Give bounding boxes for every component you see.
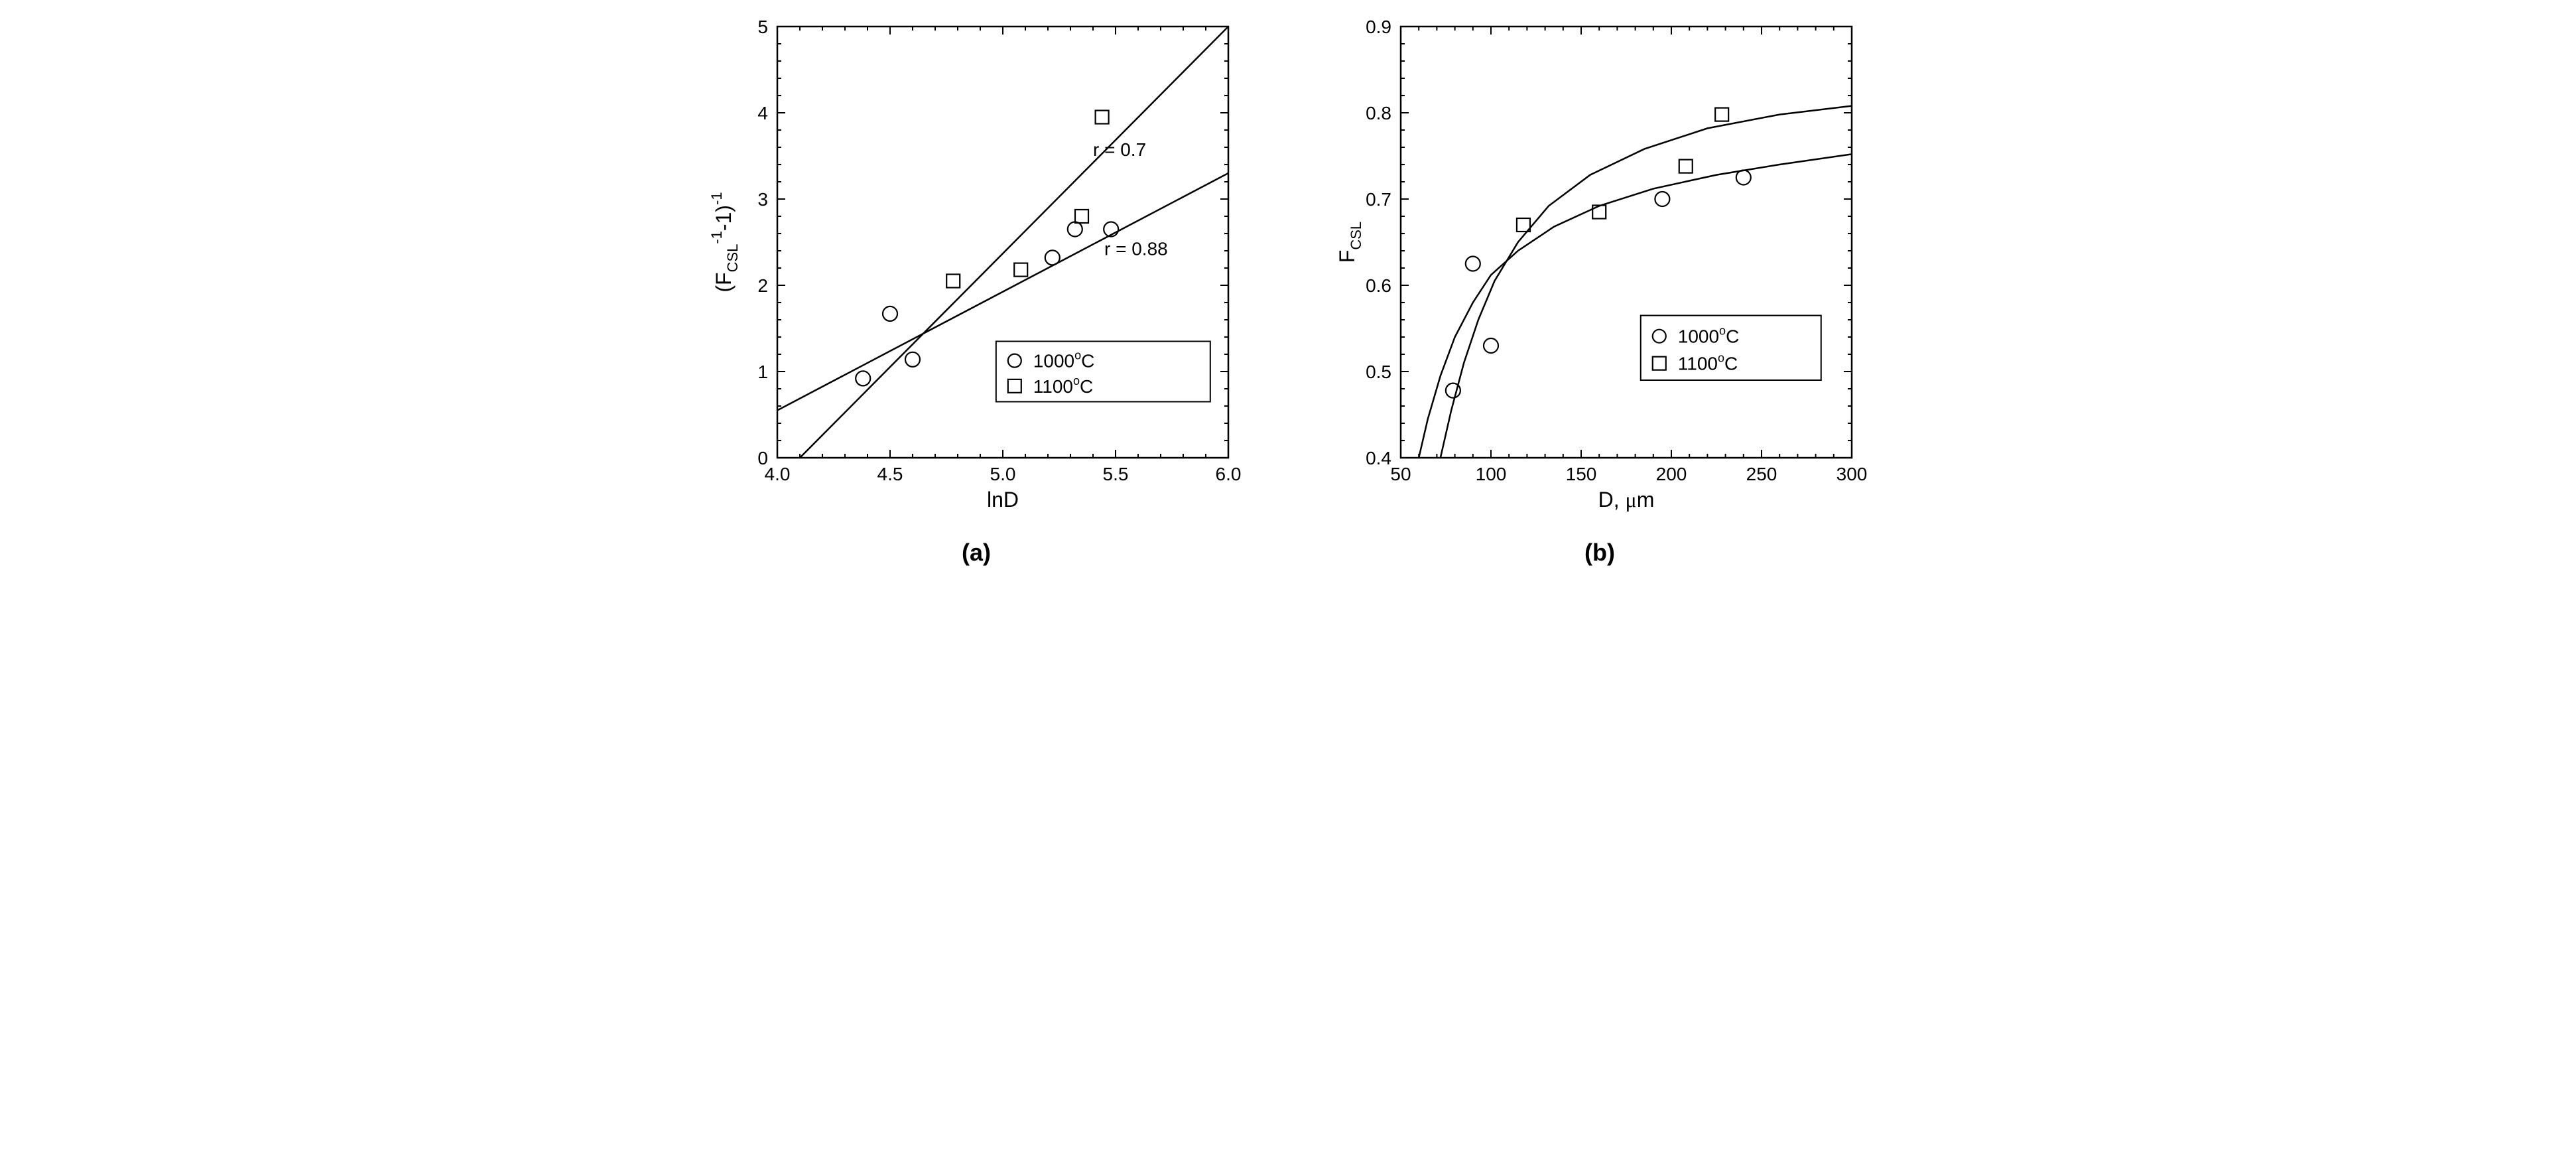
xtick-label: 4.5: [877, 464, 903, 484]
xtick-label: 300: [1836, 464, 1868, 484]
square-marker: [1715, 108, 1728, 121]
xtick-label: 6.0: [1216, 464, 1242, 484]
xtick-label: 100: [1476, 464, 1507, 484]
panel-b-label: (b): [1584, 539, 1615, 567]
xlabel: D, μm: [1598, 488, 1655, 512]
xtick-label: 250: [1746, 464, 1777, 484]
panel-a-label: (a): [962, 539, 991, 567]
ytick-label: 2: [757, 275, 768, 296]
square-marker: [946, 275, 960, 288]
panel-b: 50 100 150 200 250 300 0.4 0.5 0.6 0.7 0.8 0.9 D, μm…: [1328, 13, 1872, 567]
xlabel: lnD: [987, 488, 1019, 512]
xtick-label: 4.0: [765, 464, 791, 484]
legend-label: 1100oC: [1678, 352, 1738, 374]
legend-circle-icon: [1008, 354, 1021, 368]
legend-label: 1000oC: [1033, 349, 1095, 372]
fit-label: r = 0.7: [1093, 139, 1146, 160]
ytick-label: 0.9: [1366, 17, 1391, 37]
xtick-label: 5.0: [990, 464, 1016, 484]
chart-a: 4.0 4.5 5.0 5.5 6.0 0 1 2 3 4 5 lnD (FCSL-1-1)-1 r = …: [704, 13, 1248, 531]
circle-marker: [1655, 192, 1669, 206]
xtick-label: 50: [1390, 464, 1411, 484]
ytick-label: 0: [757, 448, 768, 468]
ytick-label: 0.8: [1366, 103, 1391, 123]
circle-marker: [1068, 222, 1082, 237]
figure-container: 4.0 4.5 5.0 5.5 6.0 0 1 2 3 4 5 lnD (FCSL-1-1)-1 r = …: [13, 13, 2563, 567]
ytick-label: 0.5: [1366, 362, 1391, 382]
ytick-label: 1: [757, 362, 768, 382]
circle-marker: [1466, 257, 1480, 271]
square-marker: [1014, 263, 1027, 277]
ytick-label: 0.6: [1366, 275, 1391, 296]
xtick-label: 150: [1566, 464, 1597, 484]
legend-square-icon: [1653, 357, 1666, 370]
square-marker: [1096, 111, 1109, 124]
circle-marker: [905, 352, 920, 367]
circle-marker: [1484, 338, 1498, 353]
fit-label: r = 0.88: [1104, 239, 1168, 259]
ylabel: (FCSL-1-1)-1: [708, 192, 741, 292]
legend-circle-icon: [1653, 330, 1666, 343]
ytick-label: 0.4: [1366, 448, 1391, 468]
xtick-label: 5.5: [1103, 464, 1129, 484]
circle-marker: [883, 307, 897, 321]
circle-marker: [856, 371, 870, 385]
circle-marker: [1736, 171, 1751, 185]
ytick-label: 3: [757, 189, 768, 210]
panel-a: 4.0 4.5 5.0 5.5 6.0 0 1 2 3 4 5 lnD (FCSL-1-1)-1 r = …: [704, 13, 1248, 567]
fit-curve: [1441, 106, 1852, 458]
ytick-label: 0.7: [1366, 189, 1391, 210]
circle-marker: [1045, 250, 1060, 265]
legend-label: 1100oC: [1033, 374, 1093, 397]
square-marker: [1679, 160, 1693, 173]
square-marker: [1075, 210, 1088, 223]
ytick-label: 5: [757, 17, 768, 37]
legend-label: 1000oC: [1678, 324, 1740, 347]
circle-marker: [1446, 383, 1460, 398]
legend-square-icon: [1008, 379, 1021, 393]
ytick-label: 4: [757, 103, 768, 123]
fit-line: [777, 173, 1228, 411]
ylabel: FCSL: [1335, 222, 1364, 263]
legend-box: [996, 342, 1210, 402]
chart-b: 50 100 150 200 250 300 0.4 0.5 0.6 0.7 0.8 0.9 D, μm…: [1328, 13, 1872, 531]
xtick-label: 200: [1656, 464, 1687, 484]
